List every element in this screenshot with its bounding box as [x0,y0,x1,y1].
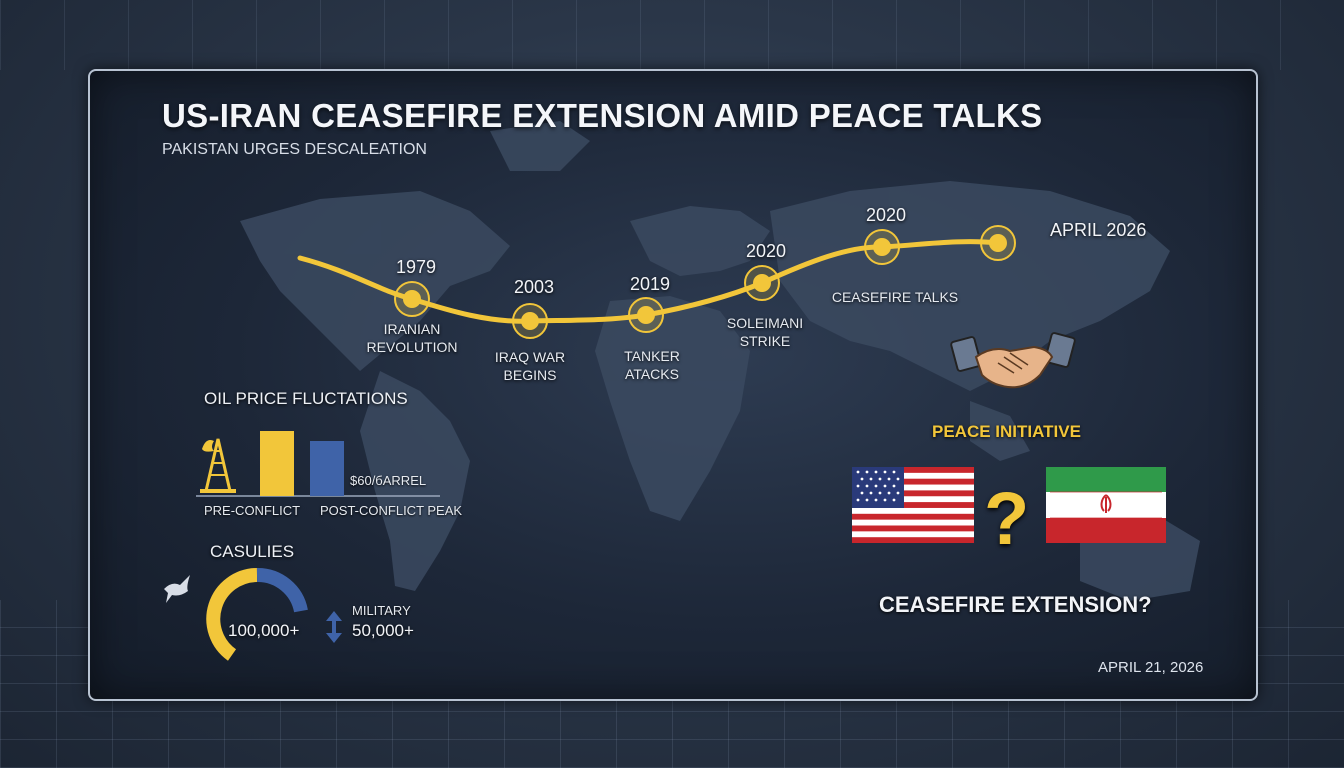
oil-bar-pre [260,431,294,496]
timeline-label-1: IRANIAN REVOLUTION [366,321,458,355]
world-map [240,121,1200,601]
military-casualties: 50,000+ [352,621,414,640]
timeline-node-4 [744,265,780,301]
dove-icon [164,575,190,603]
background-grid-top [0,0,1344,70]
timeline-node-6 [980,225,1016,261]
infographic-panel: US-IRAN CEASEFIRE EXTENSION AMID PEACE T… [88,69,1258,701]
oil-derrick-icon [200,438,236,493]
oil-pre-label: PRE-CONFLICT [204,503,301,518]
casualties-gauge [206,567,308,661]
timeline-node-5 [864,229,900,265]
peace-initiative-label: PEACE INITIATIVE [932,422,1081,441]
question-mark: ? [984,477,1030,560]
iran-flag-icon [1046,467,1166,543]
page-title: US-IRAN CEASEFIRE EXTENSION AMID PEACE T… [162,97,1043,134]
oil-price-label: $60/бARREL [350,473,427,488]
timeline-label-2: IRAQ WAR BEGINS [494,349,566,383]
timeline-node-3 [628,297,664,333]
us-flag-icon [852,467,974,543]
timeline-curve [297,225,1016,339]
timeline-year-1: 1979 [396,257,437,277]
timeline-label-5: CEASEFIRE TALKS [831,289,959,305]
timeline-year-3: 2019 [630,274,671,294]
timeline-label-4: SOLEIMANI STRIKE [726,315,804,349]
page-subtitle: PAKISTAN URGES DESCALEATION [162,141,427,158]
timeline-year-6: APRIL 2026 [1050,220,1147,240]
date-label: APRIL 21, 2026 [1098,659,1204,676]
timeline-year-4: 2020 [746,241,787,261]
timeline-year-2: 2003 [514,277,555,297]
oil-bar-chart [196,431,440,497]
military-label: MILITARY [352,603,411,618]
casualties-heading: CASULIES [210,542,295,561]
timeline-label-3: TANKER ATACKS [624,348,680,382]
oil-heading: OIL PRICE FLUCTATIONS [204,389,408,408]
timeline-node-2 [512,303,548,339]
oil-bar-post [310,441,344,496]
ceasefire-extension-question: CEASEFIRE EXTENSION? [879,592,1152,617]
handshake-icon [950,332,1076,389]
casualties-total: 100,000+ [228,621,300,640]
up-down-arrow-icon [326,611,342,643]
oil-post-label: POST-CONFLICT PEAK [320,503,463,518]
timeline-nodes [394,225,1016,339]
timeline-node-1 [394,281,430,317]
timeline-year-5: 2020 [866,205,907,225]
